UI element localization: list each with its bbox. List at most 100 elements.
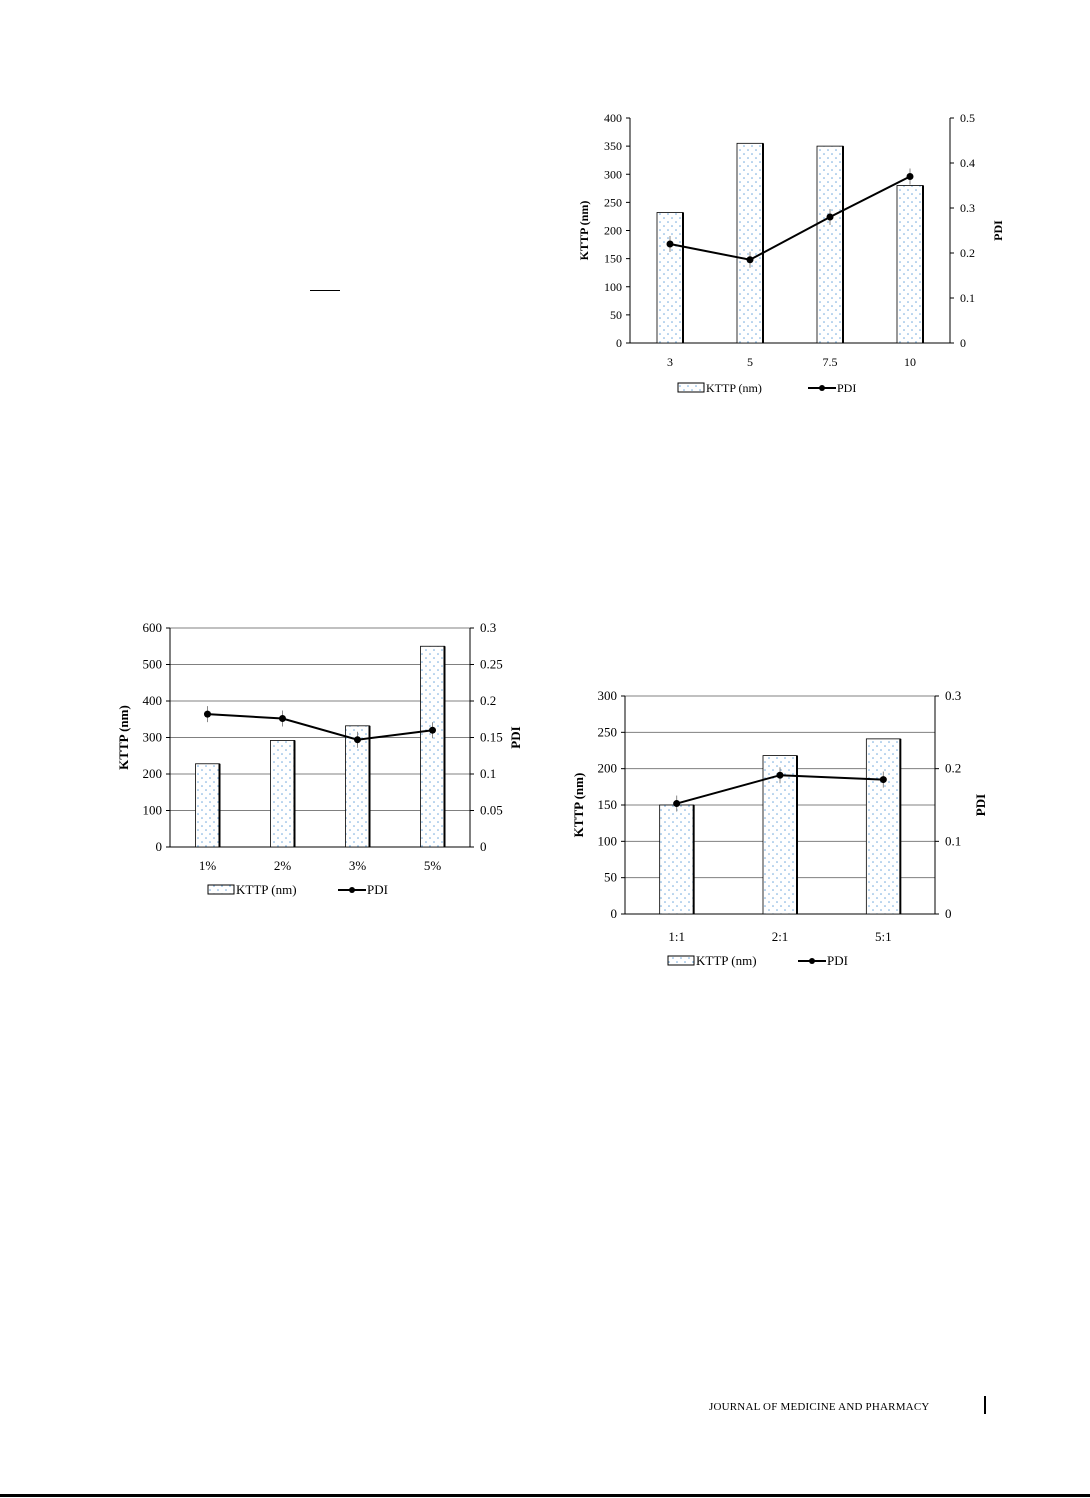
page-bottom-rule (0, 1494, 1090, 1497)
bar (345, 725, 370, 848)
y2-tick-label: 0.15 (480, 730, 503, 745)
y-tick-label: 50 (604, 870, 617, 885)
legend-line-marker (809, 958, 815, 964)
y-axis-title: KTTP (nm) (116, 705, 131, 770)
pdi-point (354, 736, 361, 744)
y2-axis-title: PDI (508, 726, 523, 748)
x-tick-label: 5:1 (875, 929, 892, 944)
y2-tick-label: 0.25 (480, 657, 503, 672)
chart-ktp-pdi-1: 0 50 100 150 200 250 300 350 400 0 0.1 0.2 0.3 0.4 0.5… (577, 111, 1005, 395)
x-tick-label: 2% (274, 858, 292, 873)
bar (656, 212, 684, 344)
x-tick-label: 5% (424, 858, 442, 873)
legend-line-marker (819, 385, 825, 391)
x-tick-label: 3% (349, 858, 367, 873)
y2-tick-label: 0.2 (945, 761, 961, 776)
y-tick-label: 150 (604, 252, 622, 266)
y2-tick-label: 0.1 (945, 833, 961, 848)
y2-tick-label: 0 (480, 839, 487, 854)
bar (736, 142, 764, 344)
y-tick-label: 300 (143, 730, 163, 745)
y-tick-label: 50 (610, 308, 622, 322)
y-tick-label: 100 (598, 833, 618, 848)
bar (420, 645, 445, 848)
x-tick-label: 2:1 (772, 929, 789, 944)
y-tick-label: 300 (604, 167, 622, 181)
y-tick-label: 350 (604, 139, 622, 153)
pdi-point (746, 256, 754, 264)
bar (270, 740, 295, 848)
pdi-point (666, 240, 674, 248)
y-tick-label: 100 (143, 803, 163, 818)
pdi-point (673, 800, 681, 808)
pdi-point (279, 715, 286, 723)
chart-ktp-pdi-3: 0 50 100 150 200 250 300 0 0.1 0.2 0.3 1:1 2:1 5:1 KTT… (571, 688, 988, 968)
x-tick-label: 10 (904, 355, 916, 369)
y2-tick-label: 0.05 (480, 803, 503, 818)
x-tick-label: 1% (199, 858, 217, 873)
y2-tick-label: 0.2 (960, 246, 975, 260)
y2-tick-label: 0.3 (960, 201, 975, 215)
legend-line-marker (349, 887, 355, 893)
y2-tick-label: 0.4 (960, 156, 975, 170)
x-tick-label: 7.5 (823, 355, 838, 369)
pdi-point (429, 726, 436, 734)
pdi-point (879, 776, 887, 784)
y-axis-title: KTTP (nm) (571, 773, 586, 838)
legend-line-label: PDI (827, 953, 848, 968)
x-tick-label: 1:1 (668, 929, 685, 944)
pdi-point (906, 173, 914, 180)
y-tick-label: 200 (143, 766, 163, 781)
bar (659, 804, 695, 915)
y-tick-label: 300 (598, 688, 618, 703)
y2-axis-title: PDI (973, 794, 988, 816)
y-tick-label: 400 (604, 111, 622, 125)
y-tick-label: 500 (143, 657, 163, 672)
legend-bar-label: KTTP (nm) (236, 882, 297, 897)
y-tick-label: 200 (604, 224, 622, 238)
bar (195, 763, 220, 848)
decorative-rule (310, 290, 340, 291)
legend-bar-label: KTTP (nm) (696, 953, 757, 968)
y-tick-label: 0 (616, 336, 622, 350)
y-tick-label: 200 (598, 761, 618, 776)
x-tick-label: 5 (747, 355, 753, 369)
y-tick-label: 250 (604, 195, 622, 209)
y-tick-label: 100 (604, 280, 622, 294)
legend-line-label: PDI (837, 381, 856, 395)
bar (762, 755, 798, 915)
y2-tick-label: 0 (945, 906, 952, 921)
y-tick-label: 400 (143, 693, 163, 708)
legend-bar-swatch (207, 884, 235, 895)
legend-bar-swatch (677, 382, 705, 393)
y-axis-title: KTTP (nm) (577, 201, 591, 261)
pdi-line (669, 175, 911, 261)
y2-tick-label: 0.1 (480, 766, 496, 781)
bar (896, 185, 924, 344)
pdi-point (826, 213, 834, 221)
bar (865, 738, 901, 915)
y2-tick-label: 0.2 (480, 693, 496, 708)
y2-tick-label: 0 (960, 336, 966, 350)
y-tick-label: 0 (156, 839, 163, 854)
journal-footer: JOURNAL OF MEDICINE AND PHARMACY (709, 1401, 930, 1413)
y-tick-label: 600 (143, 620, 163, 635)
y2-axis-title: PDI (991, 220, 1005, 241)
y-tick-label: 250 (598, 724, 618, 739)
y2-tick-label: 0.5 (960, 111, 975, 125)
footer-bar (984, 1396, 986, 1414)
y2-tick-label: 0.3 (945, 688, 961, 703)
bar (816, 145, 844, 344)
chart-ktp-pdi-2: 0 100 200 300 400 500 600 0 0.05 0.1 0.15 0.2 0.25 0.… (116, 620, 523, 897)
pdi-point (204, 710, 211, 718)
y-tick-label: 0 (611, 906, 618, 921)
legend-bar-label: KTTP (nm) (706, 381, 762, 395)
x-tick-label: 3 (667, 355, 673, 369)
y2-tick-label: 0.3 (480, 620, 496, 635)
legend-line-label: PDI (367, 882, 388, 897)
legend-bar-swatch (667, 955, 695, 966)
pdi-point (776, 771, 784, 779)
pdi-line (207, 713, 433, 741)
y2-tick-label: 0.1 (960, 291, 975, 305)
y-tick-label: 150 (598, 797, 618, 812)
